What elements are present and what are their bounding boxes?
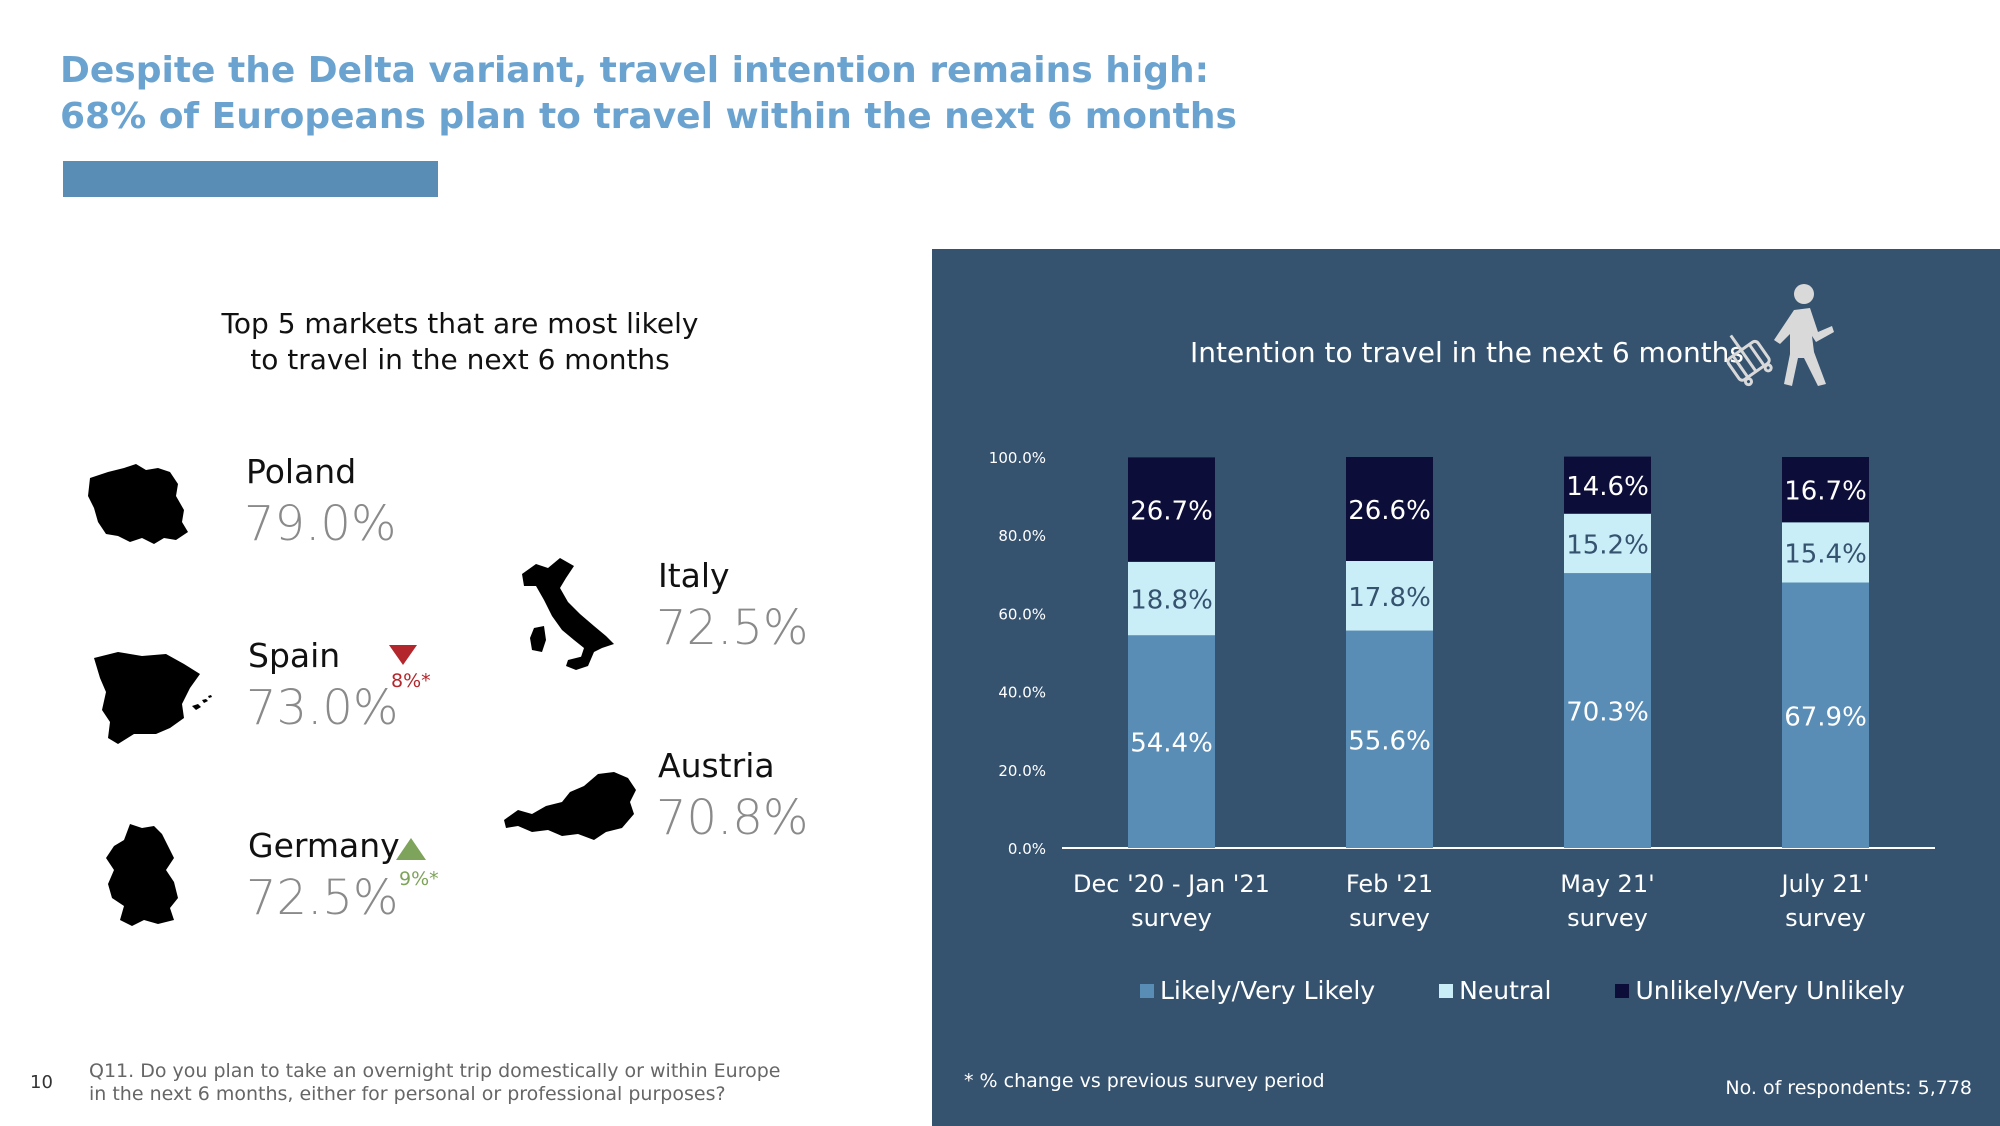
legend-swatch-neutral [1439,983,1454,998]
y-tick-label: 40.0% [998,684,1046,702]
x-tick-label: Feb '21 [1346,870,1433,898]
legend-item-neutral: Neutral [1439,976,1551,1005]
markets-subtitle: Top 5 markets that are most likely to tr… [200,306,720,378]
data-label: 17.8% [1348,583,1431,613]
bar-segment [1128,561,1215,636]
title-accent-bar [63,161,438,197]
x-tick-label: survey [1131,904,1212,932]
bar-segment [1346,457,1433,562]
x-tick-label: Dec '20 - Jan '21 [1073,870,1270,898]
data-label: 14.6% [1566,472,1649,502]
chart-legend: Likely/Very Likely Neutral Unlikely/Very… [1140,976,1969,1005]
data-label: 16.7% [1784,477,1867,507]
market-name: Germany [248,826,400,865]
bar-segment [1346,561,1433,631]
change-footnote: * % change vs previous survey period [964,1070,1325,1092]
intention-stacked-bar-chart: 0.0% 20.0% 40.0% 60.0% 80.0% 100.0% 54.4% 18.8%… [989,449,1935,932]
survey-question-line1: Q11. Do you plan to take an overnight tr… [89,1060,781,1082]
bar-segment [1346,630,1433,848]
legend-item-likely: Likely/Very Likely [1140,976,1375,1005]
bar-segment [1564,456,1651,514]
data-label: 18.8% [1130,586,1213,616]
decrease-triangle-icon [389,645,417,665]
page-title-line1: Despite the Delta variant, travel intent… [60,50,1209,91]
germany-map-icon [106,824,178,926]
page-number: 10 [30,1072,53,1093]
survey-question-line2: in the next 6 months, either for persona… [89,1083,726,1105]
market-name: Spain [248,636,341,675]
bar-segment [1564,573,1651,848]
x-tick-label: survey [1785,904,1866,932]
bar-segment [1128,457,1215,562]
market-name: Italy [658,556,730,595]
data-label: 70.3% [1566,698,1649,728]
data-label: 15.2% [1566,530,1649,560]
data-label: 67.9% [1784,702,1867,732]
poland-map-icon [88,464,188,544]
germany-change: 9%* [399,868,439,890]
x-tick-label: May 21' [1560,870,1654,898]
traveler-with-luggage-icon [1726,284,1834,387]
market-value: 72.5% [656,600,809,656]
bar-segment [1782,582,1869,848]
spain-map-icon [94,652,212,744]
market-value: 73.0% [246,680,399,736]
y-tick-label: 60.0% [998,605,1046,623]
y-tick-label: 0.0% [1008,840,1046,858]
bar-segment [1564,513,1651,574]
market-value: 79.0% [244,496,397,552]
bar-segment [1782,522,1869,583]
data-label: 54.4% [1130,729,1213,759]
austria-map-icon [504,772,636,840]
x-tick-label: July 21' [1780,870,1870,898]
respondents-count: No. of respondents: 5,778 [1725,1077,1972,1099]
x-tick-label: survey [1567,904,1648,932]
legend-swatch-unlikely [1615,983,1630,998]
legend-label-unlikely: Unlikely/Very Unlikely [1635,976,1905,1005]
page-title-line2: 68% of Europeans plan to travel within t… [60,96,1237,137]
y-tick-label: 100.0% [989,449,1046,467]
data-label: 15.4% [1784,539,1867,569]
market-name: Austria [658,746,775,785]
markets-subtitle-line1: Top 5 markets that are most likely [221,307,699,340]
y-tick-label: 80.0% [998,527,1046,545]
data-label: 55.6% [1348,726,1431,756]
market-value: 70.8% [656,790,809,846]
data-label: 26.6% [1348,496,1431,526]
y-tick-label: 20.0% [998,762,1046,780]
market-name: Poland [246,452,357,491]
legend-item-unlikely: Unlikely/Very Unlikely [1615,976,1905,1005]
legend-label-likely: Likely/Very Likely [1160,976,1376,1005]
increase-triangle-icon [396,838,426,860]
chart-title: Intention to travel in the next 6 months [1190,336,1745,369]
markets-subtitle-line2: to travel in the next 6 months [250,343,670,376]
bar-segment [1128,635,1215,848]
data-label: 26.7% [1130,497,1213,527]
bar-segment [1782,457,1869,523]
spain-change: 8%* [391,670,431,692]
legend-label-neutral: Neutral [1459,976,1552,1005]
survey-question: Q11. Do you plan to take an overnight tr… [89,1060,781,1106]
market-value: 72.5% [246,870,399,926]
x-tick-label: survey [1349,904,1430,932]
italy-map-icon [522,558,614,670]
page-title: Despite the Delta variant, travel intent… [60,48,1237,140]
legend-swatch-likely [1140,983,1154,998]
